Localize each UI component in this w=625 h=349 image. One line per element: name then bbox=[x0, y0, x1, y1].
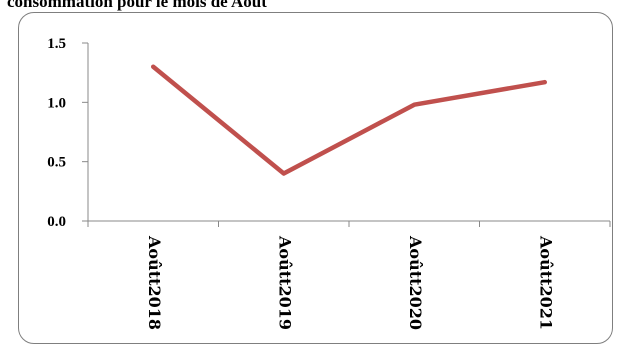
x-tick-label: Aoûtt2020 bbox=[406, 235, 425, 330]
y-tick-label: 1.0 bbox=[47, 95, 66, 111]
series-layer bbox=[151, 64, 547, 176]
x-tick-label: Aoûtt2018 bbox=[145, 235, 164, 330]
series-line bbox=[151, 64, 547, 176]
chart-frame bbox=[18, 12, 613, 344]
tick-labels: 0.0 0.5 1.0 1.5 Aoûtt2018 Aoûtt2019 Aoûtt2020 A… bbox=[47, 36, 555, 330]
x-tick-label: Aoûtt2019 bbox=[275, 235, 294, 330]
y-tick-label: 0.0 bbox=[47, 214, 66, 230]
data-point bbox=[544, 81, 546, 83]
y-tick-label: 1.5 bbox=[47, 36, 66, 52]
chart-title: consommation pour le mois de Août bbox=[7, 0, 267, 11]
data-point bbox=[413, 104, 415, 106]
data-point bbox=[152, 66, 154, 68]
data-point bbox=[283, 173, 285, 175]
axes bbox=[82, 42, 611, 227]
y-tick-label: 0.5 bbox=[47, 155, 66, 171]
x-tick-label: Aoûtt2021 bbox=[536, 235, 555, 330]
